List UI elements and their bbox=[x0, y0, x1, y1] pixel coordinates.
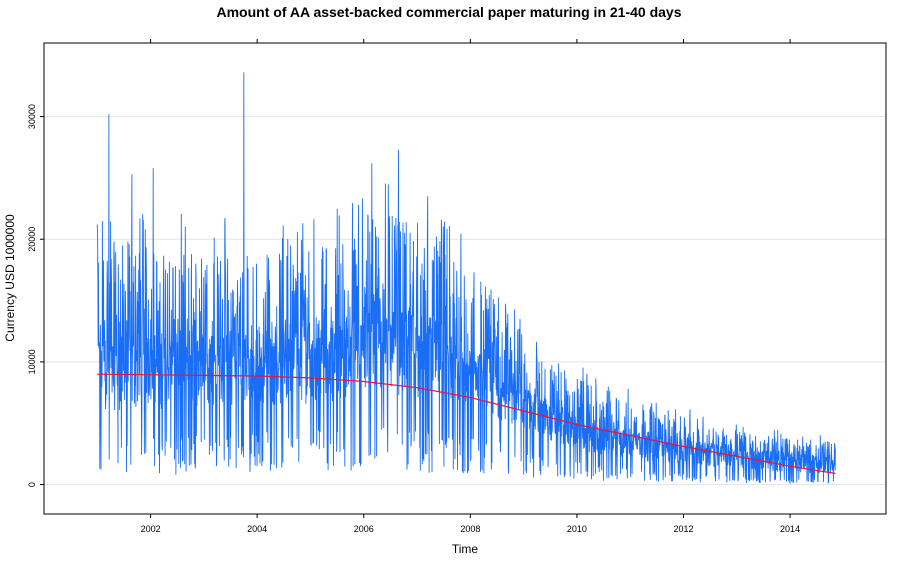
series-trend-line bbox=[97, 373, 836, 475]
x-tick-label: 2002 bbox=[141, 524, 161, 534]
x-tick-label: 2014 bbox=[780, 524, 800, 534]
x-tick-label: 2010 bbox=[567, 524, 587, 534]
y-axis-label: Currency USD 1000000 bbox=[3, 214, 17, 342]
x-tick-label: 2008 bbox=[460, 524, 480, 534]
y-tick-label: 0 bbox=[27, 482, 37, 487]
x-axis: 2002 2004 2006 2008 2010 2012 2014 bbox=[141, 39, 800, 534]
y-axis: 0 10000 20000 30000 bbox=[27, 104, 44, 487]
x-tick-label: 2004 bbox=[247, 524, 267, 534]
y-tick-label: 10000 bbox=[27, 349, 37, 374]
plot-frame bbox=[43, 42, 887, 515]
chart-title: Amount of AA asset-backed commercial pap… bbox=[217, 4, 682, 20]
x-tick-label: 2006 bbox=[354, 524, 374, 534]
series-daily-values-line bbox=[96, 72, 836, 484]
x-axis-label: Time bbox=[452, 542, 479, 556]
x-tick-label: 2012 bbox=[673, 524, 693, 534]
series-daily-values bbox=[96, 72, 836, 484]
y-tick-label: 30000 bbox=[27, 104, 37, 129]
y-tick-label: 20000 bbox=[27, 227, 37, 252]
